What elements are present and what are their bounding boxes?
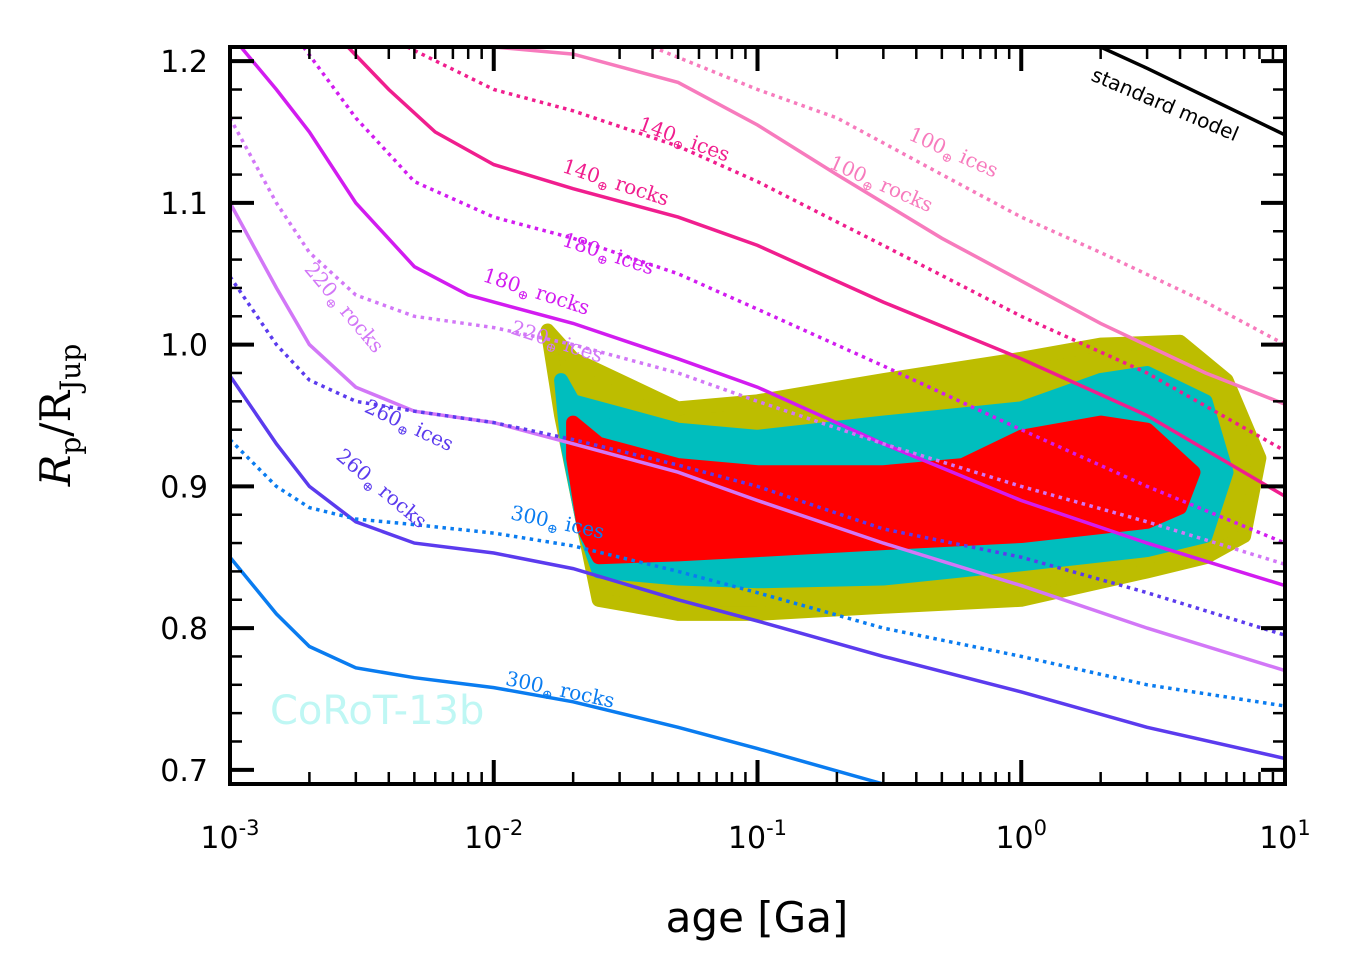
curve-300-ices	[230, 438, 1285, 708]
x-tick-label: 100	[995, 816, 1047, 856]
y-tick-label: 1.0	[160, 329, 208, 364]
curve-260-ices	[230, 275, 1285, 637]
planet-label: CoRoT-13b	[270, 688, 484, 734]
y-tick-label: 0.8	[160, 612, 208, 647]
curve-220-ices	[230, 117, 1285, 566]
x-tick-label: 101	[1259, 816, 1311, 856]
curve-label-300-rocks: 300⊕ rocks	[503, 666, 617, 716]
curve-label-100-rocks: 100⊕ rocks	[824, 150, 936, 221]
y-tick-label: 0.7	[160, 754, 208, 789]
curve-label-140-ices: 140⊕ ices	[634, 111, 733, 170]
y-axis-label: Rp/RJup	[31, 344, 87, 488]
curve-140-rocks	[346, 47, 1285, 498]
y-tick-label: 1.1	[160, 187, 208, 222]
curve-260-rocks	[230, 374, 1285, 761]
x-axis-label: age [Ga]	[666, 893, 849, 942]
x-tick-label: 10-1	[728, 816, 787, 856]
plot-frame	[228, 45, 1287, 786]
x-tick-label: 10-2	[464, 816, 523, 856]
x-tick-label: 10-3	[200, 816, 259, 856]
curve-100-rocks	[493, 47, 1285, 406]
curve-220-rocks	[230, 202, 1285, 673]
curve-180-ices	[302, 47, 1285, 545]
curve-180-rocks	[239, 47, 1285, 588]
region-1-sigma	[566, 415, 1201, 565]
curve-label-260-ices: 260⊕ ices	[359, 394, 457, 460]
model-curves	[230, 47, 1285, 784]
curve-label-140-rocks: 140⊕ rocks	[558, 154, 672, 215]
svg-text:Rp/RJup: Rp/RJup	[31, 344, 87, 488]
tick-labels: 0.7 0.8 0.9 1.0 1.1 1.2 10-3 10-2 10-1 100 101	[160, 45, 1311, 856]
curve-label-180-ices: 180⊕ ices	[558, 227, 657, 283]
y-tick-label: 0.9	[160, 470, 208, 505]
curve-label-100-ices: 100⊕ ices	[904, 122, 1002, 186]
y-tick-label: 1.2	[160, 45, 208, 80]
confidence-regions	[540, 323, 1267, 621]
curve-standard-model	[1099, 47, 1285, 137]
curve-300-rocks	[230, 556, 884, 784]
curve-140-ices	[406, 47, 1285, 453]
curve-100-ices	[651, 47, 1285, 347]
